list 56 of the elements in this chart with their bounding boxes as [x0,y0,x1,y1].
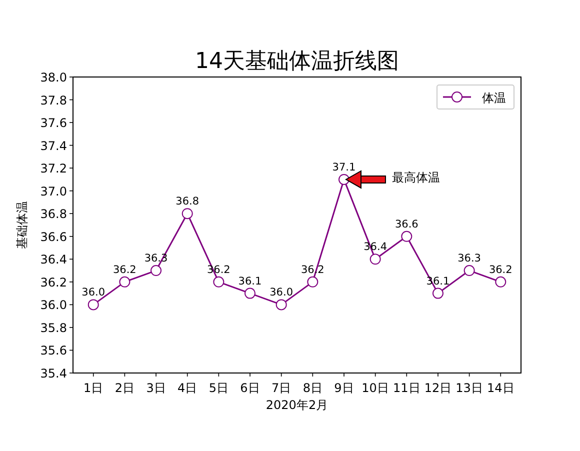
point [464,265,475,276]
y-tick-label: 37.0 [40,184,67,198]
data-label: 36.2 [113,264,136,276]
y-tick-label: 37.4 [40,138,67,153]
point [307,276,318,288]
y-tick-label: 36.6 [40,230,67,244]
y-tick-label: 38.0 [40,70,67,84]
annotation-text: 最高体温 [392,170,440,184]
y-tick-label: 35.6 [40,344,67,358]
point [401,230,412,242]
x-tick-label: 1日 [84,381,104,395]
point [119,276,130,288]
x-tick-label: 11日 [393,381,420,395]
data-label: 36.3 [458,252,481,265]
y-tick-label: 35.4 [40,366,67,380]
point [370,254,381,265]
data-label: 36.1 [238,275,262,288]
y-tick-label: 37.8 [40,93,67,108]
data-label: 36.0 [270,286,294,299]
x-tick-label: 12日 [424,381,452,395]
x-tick-label: 6日 [240,381,260,395]
x-tick-label: 8日 [302,381,322,395]
point [150,265,162,276]
legend: 体温 [436,84,514,110]
x-tick-label: 7日 [272,381,292,395]
data-label: 36.6 [394,218,418,230]
y-tick-label: 36.0 [40,298,67,312]
y-tick-label: 35.8 [40,320,67,335]
y-tick-label: 36.8 [40,207,67,222]
x-tick-label: 2日 [114,381,135,395]
point [432,288,444,299]
data-label: 36.2 [488,264,512,276]
x-tick-label: 13日 [456,381,483,395]
point [276,299,287,310]
legend-label: 体温 [482,91,506,105]
x-tick-label: 4日 [178,381,198,395]
data-label: 36.8 [176,196,200,208]
data-label: 36.0 [82,286,106,299]
y-tick-label: 37.2 [40,162,67,176]
y-tick-label: 37.6 [40,116,67,130]
point [244,288,256,299]
ylabel: 基础体温 [15,201,29,249]
xlabel: 2020年2月 [266,398,328,412]
x-tick-label: 9日 [334,381,354,395]
y-tick-label: 36.4 [40,252,67,267]
title: 14天基础体温折线图 [195,49,399,74]
y-tick-label: 36.2 [40,275,67,290]
point [495,276,506,288]
x-tick-label: 14日 [486,381,514,395]
x-tick-label: 10日 [362,381,389,395]
data-label: 37.1 [332,161,356,174]
x-tick-label: 5日 [208,381,228,395]
point [213,276,224,288]
point [88,299,99,310]
point [182,208,193,220]
x-tick-label: 3日 [146,381,166,395]
